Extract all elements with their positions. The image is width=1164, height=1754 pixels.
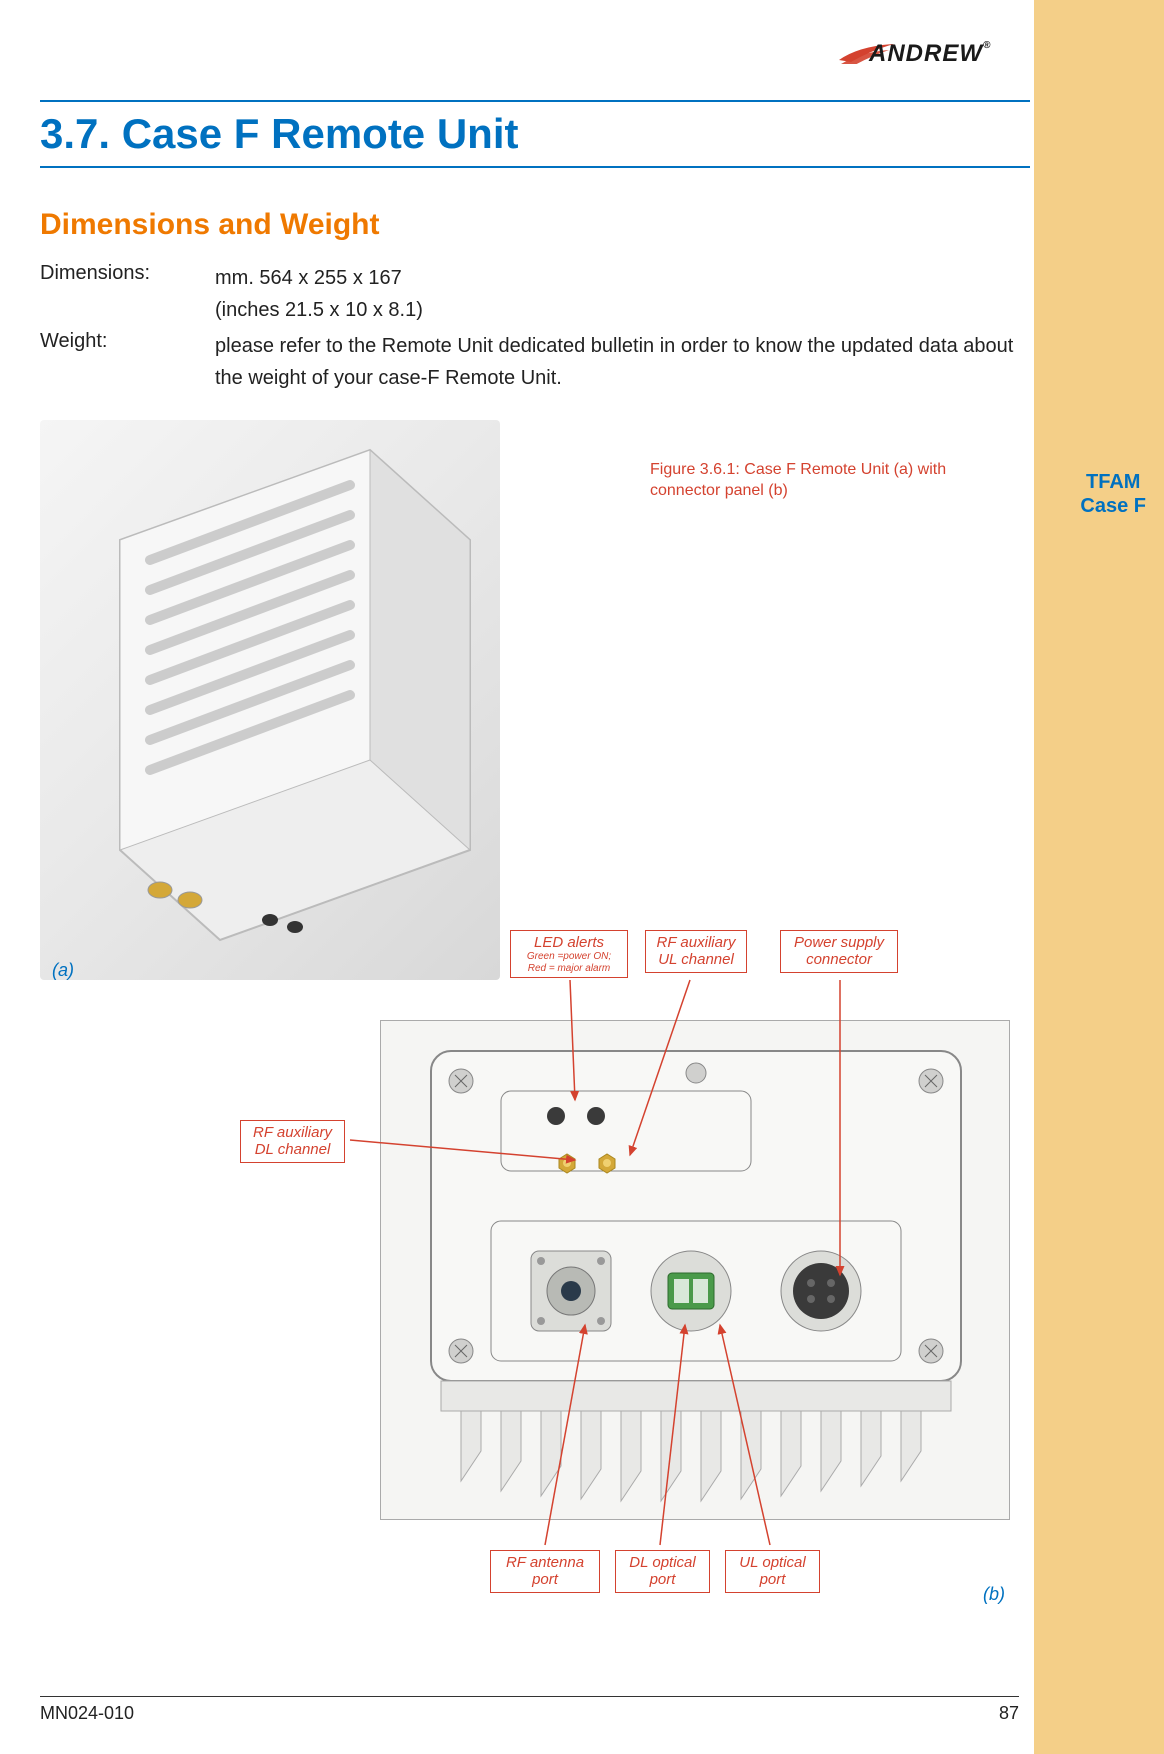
figure-b-wrap: LED alerts Green =power ON; Red = major … xyxy=(360,990,1030,1610)
figure-a-image xyxy=(40,420,500,980)
registered-mark: ® xyxy=(983,40,991,51)
callout-ul-optical: UL optical port xyxy=(725,1550,820,1593)
side-tab-line1: TFAM xyxy=(1080,470,1146,494)
callout-rf-aux-dl: RF auxiliary DL channel xyxy=(240,1120,345,1163)
side-tab-bar: TFAM Case F xyxy=(1034,0,1164,1754)
callout-power-supply: Power supply connector xyxy=(780,930,898,973)
weight-label: Weight: xyxy=(40,330,215,394)
figure-b-image xyxy=(380,1020,1010,1520)
brand-logo: ANDREW® xyxy=(839,40,1019,80)
doc-id: MN024-010 xyxy=(40,1703,134,1724)
callout-rf-aux-ul: RF auxiliary UL channel xyxy=(645,930,747,973)
dimensions-label: Dimensions: xyxy=(40,262,215,326)
callout-led-alerts: LED alerts Green =power ON; Red = major … xyxy=(510,930,628,978)
section-title: 3.7. Case F Remote Unit xyxy=(40,100,1030,168)
callout-dl-optical: DL optical port xyxy=(615,1550,710,1593)
page-footer: MN024-010 87 xyxy=(40,1696,1019,1724)
side-tab-line2: Case F xyxy=(1080,494,1146,518)
page-number: 87 xyxy=(999,1703,1019,1724)
figure-b-label: (b) xyxy=(983,1584,1005,1605)
weight-value: please refer to the Remote Unit dedicate… xyxy=(215,330,1030,394)
brand-name: ANDREW® xyxy=(869,40,991,68)
dimensions-value: mm. 564 x 255 x 167 (inches 21.5 x 10 x … xyxy=(215,262,423,326)
callout-rf-antenna: RF antenna port xyxy=(490,1550,600,1593)
side-tab-label: TFAM Case F xyxy=(1080,470,1146,518)
section-subtitle: Dimensions and Weight xyxy=(40,208,1030,242)
spec-table: Dimensions: mm. 564 x 255 x 167 (inches … xyxy=(40,262,1030,394)
figure-a-label: (a) xyxy=(52,960,74,981)
figure-caption: Figure 3.6.1: Case F Remote Unit (a) wit… xyxy=(650,460,950,502)
